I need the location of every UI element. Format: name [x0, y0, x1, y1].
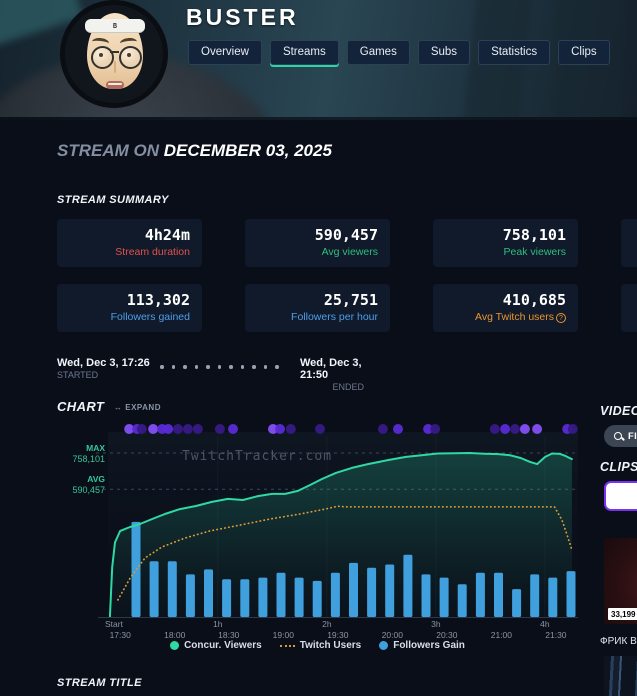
- avatar-mouth: [106, 81, 124, 89]
- legend-twitch-users[interactable]: Twitch Users: [279, 640, 362, 651]
- stat-value: 25,751: [323, 291, 378, 309]
- legend-label: Twitch Users: [299, 640, 362, 651]
- stat-label: Peak viewers: [503, 246, 566, 258]
- stream-summary-grid: 4h24m Stream duration 590,457 Avg viewer…: [57, 219, 637, 332]
- stat-value: 113,302: [126, 291, 190, 309]
- svg-text:4h: 4h: [540, 619, 550, 629]
- timeline-dots: [160, 365, 279, 369]
- svg-text:18:00: 18:00: [164, 630, 186, 640]
- svg-text:3h: 3h: [431, 619, 441, 629]
- max-label: MAX: [86, 443, 105, 453]
- stat-card-stream-duration: 4h24m Stream duration: [57, 219, 202, 267]
- clip-thumbnail[interactable]: [604, 656, 637, 696]
- stat-card-avg-twitch-users: 410,685 Avg Twitch users?: [433, 284, 578, 332]
- stat-label: Avg Twitch users: [475, 311, 554, 323]
- profile-tabs: Overview Streams Games Subs Statistics C…: [188, 40, 610, 65]
- find-vod-button[interactable]: FIND VOD: [604, 425, 637, 447]
- stat-card-avg-viewers: 590,457 Avg viewers: [245, 219, 390, 267]
- clips-heading: CLIPS: [600, 460, 637, 474]
- help-icon[interactable]: ?: [556, 313, 566, 323]
- legend-dot-icon: [170, 641, 180, 650]
- started-label: STARTED: [57, 370, 99, 380]
- tab-statistics[interactable]: Statistics: [478, 40, 551, 65]
- clip-thumbnail[interactable]: 33,199: [604, 538, 637, 624]
- legend-dot-icon: [379, 641, 389, 650]
- stream-ended: Wed, Dec 3, 21:50 ENDED: [300, 357, 364, 392]
- svg-text:19:00: 19:00: [273, 630, 295, 640]
- stat-value: 410,685: [502, 291, 566, 309]
- tab-clips[interactable]: Clips: [558, 40, 610, 65]
- legend-dash-icon: [279, 644, 295, 647]
- stat-value: 590,457: [314, 226, 378, 244]
- expand-label: EXPAND: [125, 403, 161, 412]
- legend-label: Followers Gain: [393, 640, 465, 651]
- tab-streams[interactable]: Streams: [269, 40, 339, 65]
- stat-label: Avg viewers: [321, 246, 378, 258]
- avatar[interactable]: B: [60, 0, 168, 108]
- videos-heading: VIDEOS: [600, 404, 637, 418]
- clip-caption[interactable]: ФРИК В: [600, 636, 637, 647]
- stream-on-date: DECEMBER 03, 2025: [163, 141, 332, 160]
- clip-views-badge: 33,199: [608, 608, 637, 620]
- tab-overview[interactable]: Overview: [188, 40, 262, 65]
- max-value: 758,101: [72, 453, 105, 464]
- stat-card-followers-per-hour: 25,751 Followers per hour: [245, 284, 390, 332]
- svg-text:19:30: 19:30: [327, 630, 349, 640]
- stat-value: 4h24m: [144, 226, 190, 244]
- clip-filter-box[interactable]: [604, 481, 637, 511]
- svg-text:21:00: 21:00: [491, 630, 513, 640]
- watermark: TwitchTracker.com: [182, 449, 333, 464]
- tab-games[interactable]: Games: [346, 40, 410, 65]
- stream-title-heading: STREAM TITLE: [57, 677, 142, 689]
- stream-date-heading: STREAM ON DECEMBER 03, 2025: [57, 141, 332, 161]
- chart-max-label: MAX 758,101: [57, 443, 105, 464]
- expand-icon: ↔: [114, 403, 123, 412]
- tab-subs[interactable]: Subs: [417, 40, 471, 65]
- svg-text:2h: 2h: [322, 619, 332, 629]
- search-icon: [614, 431, 623, 441]
- ended-time: Wed, Dec 3, 21:50: [300, 357, 362, 381]
- svg-text:18:30: 18:30: [218, 630, 240, 640]
- svg-text:21:30: 21:30: [545, 630, 567, 640]
- avatar-glasses-bridge: [110, 51, 119, 53]
- svg-text:Start: Start: [105, 619, 124, 629]
- avatar-glasses: [91, 46, 114, 69]
- legend-label: Concur. Viewers: [184, 640, 262, 651]
- avatar-eye: [127, 53, 131, 57]
- stat-card-cropped: [621, 284, 637, 332]
- avatar-glasses: [119, 46, 142, 69]
- chart-heading: CHART: [57, 399, 105, 414]
- started-time: Wed, Dec 3, 17:26: [57, 357, 150, 369]
- stream-on-prefix: STREAM ON: [57, 141, 159, 160]
- chart-legend: Concur. Viewers Twitch Users Followers G…: [57, 640, 578, 651]
- stat-card-cropped: [621, 219, 637, 267]
- expand-chart-button[interactable]: ↔ EXPAND: [108, 402, 167, 413]
- stat-label: Stream duration: [115, 246, 190, 258]
- ended-label: ENDED: [332, 382, 364, 392]
- legend-followers-gain[interactable]: Followers Gain: [379, 640, 465, 651]
- chart-avg-label: AVG 590,457: [57, 474, 105, 495]
- stat-value: 758,101: [502, 226, 566, 244]
- svg-text:17:30: 17:30: [110, 630, 132, 640]
- page-title: BUSTER: [186, 4, 299, 30]
- profile-header: B BUSTER Overview Streams Games Subs Sta…: [0, 0, 637, 120]
- legend-concur-viewers[interactable]: Concur. Viewers: [170, 640, 262, 651]
- svg-text:1h: 1h: [213, 619, 223, 629]
- stream-started: Wed, Dec 3, 17:26 STARTED: [57, 357, 150, 380]
- svg-text:20:30: 20:30: [436, 630, 458, 640]
- stat-label: Followers gained: [110, 311, 190, 323]
- stat-label: Followers per hour: [291, 311, 378, 323]
- avatar-headband: B: [85, 19, 145, 33]
- avatar-eye: [99, 53, 103, 57]
- avatar-nose: [114, 61, 116, 73]
- stat-card-followers-gained: 113,302 Followers gained: [57, 284, 202, 332]
- svg-text:20:00: 20:00: [382, 630, 404, 640]
- stream-summary-heading: STREAM SUMMARY: [57, 194, 169, 206]
- avg-label: AVG: [87, 474, 105, 484]
- stat-card-peak-viewers: 758,101 Peak viewers: [433, 219, 578, 267]
- avg-value: 590,457: [72, 484, 105, 495]
- find-vod-label: FIND VOD: [628, 430, 637, 442]
